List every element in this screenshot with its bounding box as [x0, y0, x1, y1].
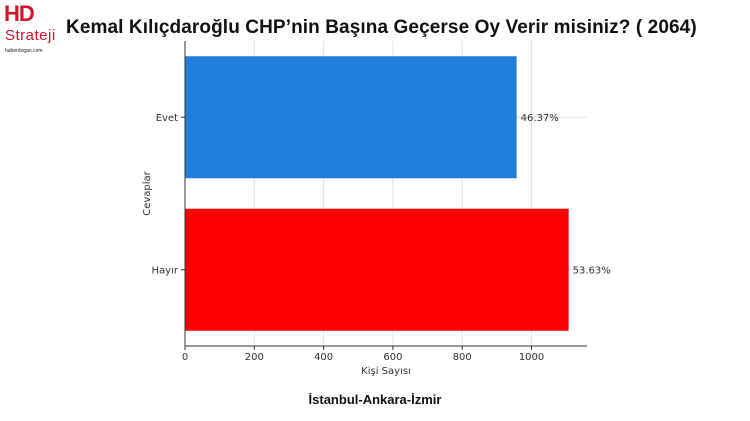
logo-domain: haberdogan.com: [5, 48, 43, 54]
logo-name: Strateji: [5, 27, 56, 44]
bars: [185, 56, 569, 331]
data-label: 46.37%: [521, 113, 559, 124]
axes: [181, 41, 587, 350]
brand-logo: HD Strateji haberdogan.com: [4, 3, 62, 61]
y-tick-label: Hayır: [152, 265, 179, 276]
y-tick-label: Evet: [156, 113, 178, 124]
x-axis-title: Kişi Sayısı: [361, 366, 411, 377]
x-tick-label: 800: [453, 352, 472, 363]
labels: Evet 46.37% Hayır 53.63% 0 200 400 600 800 1000 Ki…: [142, 113, 611, 377]
x-tick-label: 200: [245, 352, 264, 363]
x-tick-label: 1000: [519, 352, 544, 363]
logo-mark: HD: [4, 1, 35, 26]
bar-hayır: [185, 208, 569, 331]
data-label: 53.63%: [573, 265, 611, 276]
region-caption: İstanbul-Ankara-İzmir: [308, 392, 442, 407]
x-tick-label: 400: [314, 352, 333, 363]
x-tick-label: 600: [383, 352, 402, 363]
chart-title: Kemal Kılıçdaroğlu CHP’nin Başına Geçers…: [66, 17, 697, 38]
y-axis-title: Cevaplar: [142, 170, 153, 215]
x-tick-label: 0: [182, 352, 188, 363]
bar-evet: [185, 56, 517, 179]
